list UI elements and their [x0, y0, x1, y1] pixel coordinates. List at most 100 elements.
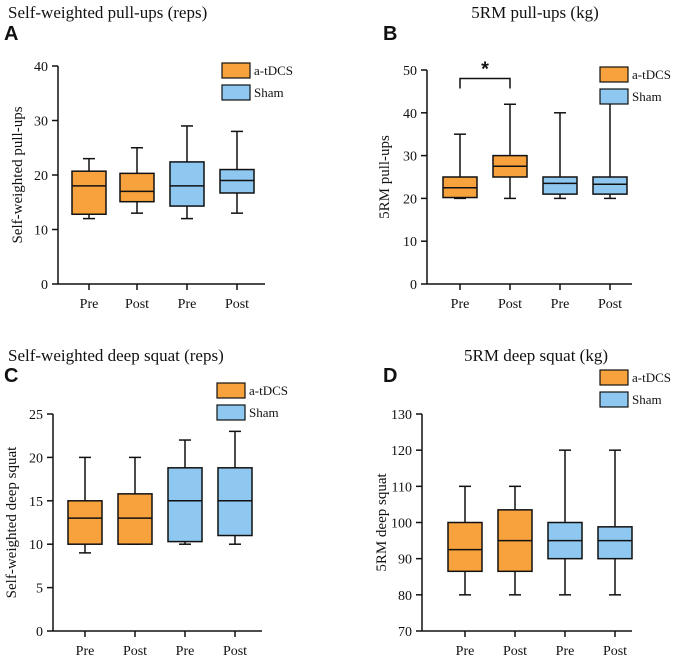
panel-letter: C [4, 365, 18, 387]
y-axis-label: 5RM deep squat [374, 473, 390, 572]
legend-label-atdcs: a-tDCS [632, 370, 671, 385]
y-tick-label: 0 [410, 278, 417, 293]
y-tick-label: 25 [29, 408, 43, 423]
x-tick-label: Post [498, 297, 522, 312]
legend-label-sham: Sham [632, 392, 662, 407]
box-atdcs-pre [67, 456, 103, 554]
box-sham-pre [169, 125, 205, 220]
legend-swatch-sham [599, 391, 629, 408]
y-tick-label: 90 [398, 553, 412, 568]
box-sham-post [597, 449, 633, 596]
legend-label-atdcs: a-tDCS [254, 63, 293, 78]
iqr-box [119, 172, 155, 203]
y-tick-label: 100 [391, 517, 412, 532]
y-tick-label: 10 [29, 538, 43, 553]
legend-swatch-atdcs [599, 66, 629, 83]
panel-letter: A [4, 23, 18, 45]
y-axis-label: Self-weighted deep squat [4, 446, 20, 598]
y-tick-label: 10 [403, 235, 417, 250]
box-atdcs-post [117, 456, 153, 545]
iqr-box [167, 467, 203, 543]
y-tick-label: 80 [398, 589, 412, 604]
x-tick-label: Post [125, 297, 149, 312]
y-tick-label: 110 [392, 480, 412, 495]
y-tick-label: 5 [36, 582, 43, 597]
iqr-box [217, 467, 253, 537]
y-tick-label: 50 [403, 64, 417, 79]
iqr-box [117, 493, 153, 545]
panel-letter: B [383, 23, 397, 45]
x-tick-label: Pre [176, 644, 195, 656]
y-tick-label: 20 [403, 192, 417, 207]
legend-swatch-atdcs [221, 62, 251, 79]
chart-panel-d: D 5RM deep squat (kg) 70 80 90 100 110 120 130 5R… [374, 346, 671, 656]
legend-swatch-sham [221, 84, 251, 101]
y-tick-label: 0 [36, 625, 43, 640]
y-tick-label: 10 [34, 224, 48, 239]
y-tick-label: 20 [34, 169, 48, 184]
chart-title: Self-weighted deep squat (reps) [8, 346, 224, 365]
y-tick-label: 0 [41, 278, 48, 293]
significance-bracket [459, 77, 511, 89]
x-tick-label: Post [123, 644, 147, 656]
iqr-box [169, 161, 205, 207]
legend-swatch-atdcs [599, 369, 629, 386]
chart-title: 5RM deep squat (kg) [464, 346, 608, 365]
chart-title: 5RM pull-ups (kg) [471, 3, 599, 22]
x-tick-label: Post [225, 297, 249, 312]
iqr-box [71, 170, 107, 215]
x-tick-label: Pre [451, 297, 470, 312]
significance-marker: * [481, 59, 489, 81]
y-tick-label: 40 [403, 107, 417, 122]
box-atdcs-pre [442, 133, 478, 200]
box-sham-post [592, 101, 628, 200]
x-tick-label: Post [223, 644, 247, 656]
y-axis-label: Self-weighted pull-ups [10, 106, 26, 243]
x-tick-label: Post [598, 297, 622, 312]
x-tick-label: Post [503, 644, 527, 656]
legend-swatch-sham [599, 88, 629, 105]
legend-label-sham: Sham [249, 405, 279, 420]
x-tick-label: Pre [556, 644, 575, 656]
panel-letter: D [383, 365, 397, 387]
y-tick-label: 40 [34, 60, 48, 75]
y-tick-label: 70 [398, 625, 412, 640]
iqr-box [447, 521, 483, 573]
box-sham-pre [542, 112, 578, 200]
y-axis-label: 5RM pull-ups [377, 135, 393, 219]
box-sham-pre [547, 449, 583, 596]
box-atdcs-post [497, 485, 533, 596]
legend-label-atdcs: a-tDCS [632, 67, 671, 82]
legend-swatch-sham [216, 404, 246, 421]
legend-label-sham: Sham [632, 89, 662, 104]
y-tick-label: 120 [391, 444, 412, 459]
box-atdcs-pre [447, 485, 483, 596]
chart-title: Self-weighted pull-ups (reps) [8, 3, 207, 22]
x-tick-label: Pre [551, 297, 570, 312]
y-tick-label: 30 [403, 150, 417, 165]
y-tick-label: 130 [391, 408, 412, 423]
legend-label-atdcs: a-tDCS [249, 383, 288, 398]
box-atdcs-post [119, 147, 155, 214]
legend-label-sham: Sham [254, 85, 284, 100]
x-tick-label: Pre [178, 297, 197, 312]
y-tick-label: 30 [34, 115, 48, 130]
x-tick-label: Pre [80, 297, 99, 312]
y-tick-label: 20 [29, 451, 43, 466]
box-atdcs-pre [71, 157, 107, 220]
iqr-box [67, 500, 103, 545]
box-sham-pre [167, 439, 203, 545]
iqr-box [597, 526, 633, 560]
x-tick-label: Pre [456, 644, 475, 656]
x-tick-label: Pre [76, 644, 95, 656]
box-sham-post [217, 430, 253, 545]
iqr-box [219, 168, 255, 194]
box-atdcs-post [492, 103, 528, 200]
iqr-box [592, 176, 628, 195]
legend-swatch-atdcs [216, 382, 246, 399]
box-sham-post [219, 130, 255, 214]
x-tick-label: Post [603, 644, 627, 656]
